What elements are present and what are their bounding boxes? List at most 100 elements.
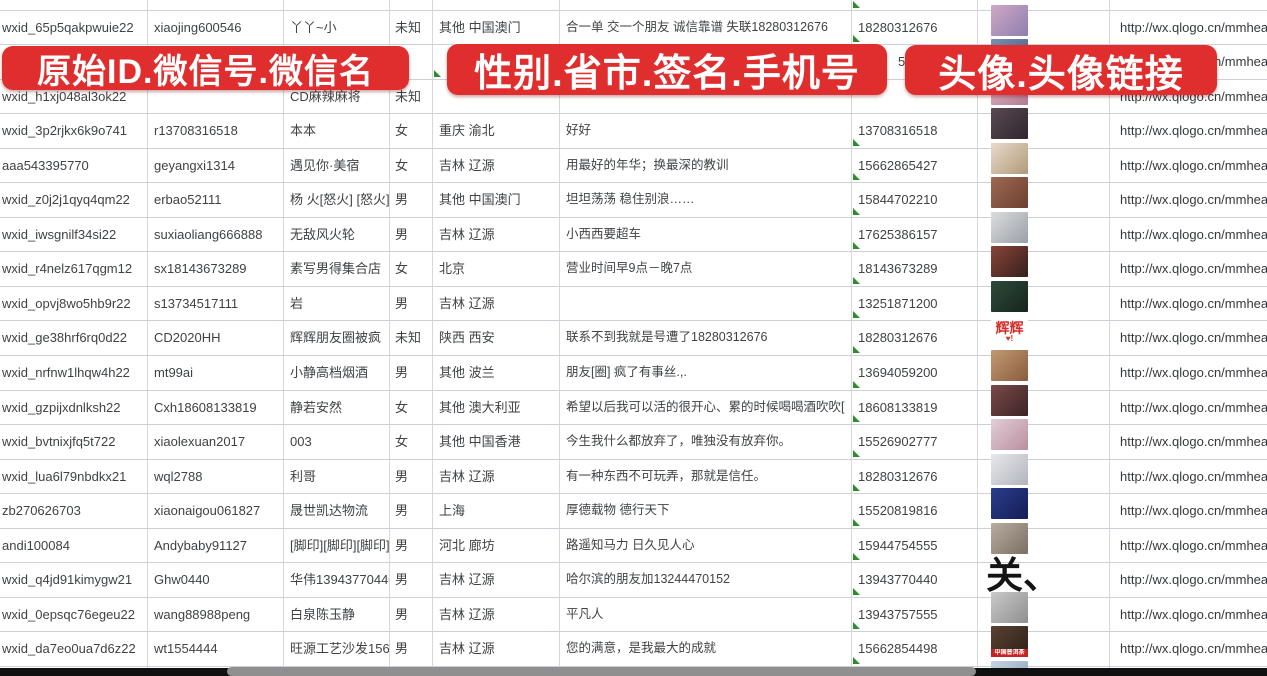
- cell-original-id[interactable]: wxid_lua6l79nbdkx21: [0, 459, 148, 494]
- cell-phone[interactable]: 13694059200: [852, 355, 978, 390]
- cell-wechat-id[interactable]: [148, 0, 284, 10]
- cell-province-city[interactable]: [433, 0, 560, 10]
- cell-gender[interactable]: 男: [390, 494, 433, 528]
- avatar-image[interactable]: [991, 280, 1028, 312]
- cell-phone[interactable]: 13943757555: [852, 597, 978, 632]
- cell-avatar-link[interactable]: http://wx.qlogo.cn/mmhead: [1120, 572, 1267, 588]
- cell-signature[interactable]: 哈尔滨的朋友加13244470152: [560, 563, 852, 597]
- cell-original-id[interactable]: zb270626703: [0, 494, 148, 528]
- cell-signature[interactable]: 希望以后我可以活的很开心、累的时候喝喝酒吹吹[: [560, 390, 852, 425]
- cell-gender[interactable]: 女: [390, 252, 433, 286]
- cell-wechat-name[interactable]: 晟世凯达物流: [284, 494, 390, 528]
- cell-province-city[interactable]: 其他 中国澳门: [433, 183, 560, 217]
- horizontal-scrollbar-thumb[interactable]: [227, 667, 976, 676]
- cell-phone[interactable]: 13251871200: [852, 286, 978, 321]
- cell-phone[interactable]: 17625386157: [852, 217, 978, 252]
- cell-original-id[interactable]: wxid_0epsqc76egeu22: [0, 597, 148, 632]
- cell-signature[interactable]: 坦坦荡荡 稳住别浪……: [560, 183, 852, 217]
- cell-signature[interactable]: 今生我什么都放弃了，唯独没有放弃你。: [560, 425, 852, 459]
- cell-phone[interactable]: 13943770440: [852, 563, 978, 597]
- cell-wechat-id[interactable]: r13708316518: [148, 114, 284, 148]
- cell-wechat-id[interactable]: mt99ai: [148, 355, 284, 390]
- cell-wechat-id[interactable]: [148, 79, 284, 114]
- cell-original-id[interactable]: andi100084: [0, 528, 148, 563]
- cell-original-id[interactable]: wxid_z0j2j1qyq4qm22: [0, 183, 148, 217]
- cell-province-city[interactable]: [433, 79, 560, 114]
- cell-signature[interactable]: 用最好的年华；换最深的教训: [560, 148, 852, 183]
- cell-signature[interactable]: 合一单 交一个朋友 诚信靠谱 失联18280312676: [560, 10, 852, 45]
- cell-avatar[interactable]: [978, 0, 1110, 10]
- avatar-image[interactable]: [991, 108, 1028, 140]
- cell-wechat-id[interactable]: sx18143673289: [148, 252, 284, 286]
- cell-phone[interactable]: [852, 79, 978, 114]
- cell-avatar-link[interactable]: http://wx.qlogo.cn/mmhead: [1120, 261, 1267, 277]
- cell-gender[interactable]: 未知: [390, 321, 433, 355]
- cell-signature[interactable]: 小西西要超车: [560, 217, 852, 252]
- cell-original-id[interactable]: wxid_iwsgnilf34si22: [0, 217, 148, 252]
- cell-gender[interactable]: 女: [390, 425, 433, 459]
- cell-province-city[interactable]: 其他 中国澳门: [433, 10, 560, 45]
- cell-phone[interactable]: 15662854498: [852, 632, 978, 666]
- cell-wechat-id[interactable]: s13734517111: [148, 286, 284, 321]
- cell-wechat-id[interactable]: Cxh18608133819: [148, 390, 284, 425]
- cell-gender[interactable]: 女: [390, 114, 433, 148]
- cell-avatar[interactable]: [978, 488, 1110, 528]
- cell-original-id[interactable]: aaa543395770: [0, 148, 148, 183]
- cell-wechat-name[interactable]: 岩: [284, 286, 390, 321]
- cell-gender[interactable]: 男: [390, 528, 433, 563]
- cell-phone[interactable]: [852, 0, 978, 10]
- cell-province-city[interactable]: 吉林 辽源: [433, 217, 560, 252]
- avatar-image[interactable]: [991, 177, 1028, 209]
- cell-wechat-id[interactable]: xiaojing600546: [148, 10, 284, 45]
- cell-avatar-link[interactable]: http://wx.qlogo.cn/mmhead: [1120, 364, 1267, 380]
- cell-gender[interactable]: 男: [390, 286, 433, 321]
- cell-wechat-id[interactable]: wt1554444: [148, 632, 284, 666]
- cell-wechat-name[interactable]: [脚印][脚印][脚印][脚: [284, 528, 390, 563]
- cell-wechat-name[interactable]: 杨 火[怒火] [怒火]: [284, 183, 390, 217]
- cell-gender[interactable]: 男: [390, 597, 433, 632]
- cell-gender[interactable]: 男: [390, 563, 433, 597]
- cell-phone[interactable]: 13708316518: [852, 114, 978, 148]
- avatar-image[interactable]: 辉辉 ♥!: [991, 315, 1028, 349]
- cell-original-id[interactable]: wxid_nrfnw1lhqw4h22: [0, 355, 148, 390]
- avatar-image[interactable]: [991, 419, 1028, 451]
- cell-signature[interactable]: 营业时间早9点－晚7点: [560, 252, 852, 286]
- cell-gender[interactable]: 未知: [390, 10, 433, 45]
- cell-province-city[interactable]: 吉林 辽源: [433, 286, 560, 321]
- cell-gender[interactable]: [390, 45, 433, 79]
- cell-avatar-link[interactable]: http://wx.qlogo.cn/mmhead: [1120, 330, 1267, 346]
- cell-avatar-link[interactable]: http://wx.qlogo.cn/mmhead: [1120, 19, 1267, 35]
- cell-avatar[interactable]: [978, 177, 1110, 217]
- cell-gender[interactable]: 男: [390, 459, 433, 494]
- cell-gender[interactable]: 男: [390, 183, 433, 217]
- cell-wechat-name[interactable]: 003: [284, 425, 390, 459]
- cell-original-id[interactable]: wxid_ge38hrf6rq0d22: [0, 321, 148, 355]
- cell-wechat-id[interactable]: wql2788: [148, 459, 284, 494]
- cell-signature[interactable]: [560, 79, 852, 114]
- cell-signature[interactable]: 朋友[圈] 疯了有事丝.,.: [560, 355, 852, 390]
- cell-province-city[interactable]: 陕西 西安: [433, 321, 560, 355]
- cell-avatar[interactable]: [978, 108, 1110, 148]
- avatar-image[interactable]: 中国普洱茶: [991, 626, 1028, 658]
- cell-avatar[interactable]: [978, 419, 1110, 459]
- cell-phone[interactable]: 15520819816: [852, 494, 978, 528]
- avatar-image[interactable]: [991, 591, 1028, 623]
- cell-original-id[interactable]: wxid_r4nelz617qgm12: [0, 252, 148, 286]
- avatar-image[interactable]: [991, 246, 1028, 278]
- cell-phone[interactable]: 15526902777: [852, 425, 978, 459]
- cell-original-id[interactable]: wxid_65p5qakpwuie22: [0, 10, 148, 45]
- cell-avatar-link[interactable]: http://wx.qlogo.cn/mmhead: [1120, 503, 1267, 519]
- cell-avatar[interactable]: [978, 349, 1110, 390]
- cell-signature[interactable]: 厚德载物 德行天下: [560, 494, 852, 528]
- avatar-image[interactable]: [991, 384, 1028, 416]
- cell-wechat-name[interactable]: 辉辉朋友圈被疯: [284, 321, 390, 355]
- cell-phone[interactable]: 18280312676: [852, 10, 978, 45]
- cell-avatar-link[interactable]: http://wx.qlogo.cn/mmhead: [1120, 226, 1267, 242]
- cell-signature[interactable]: 有一种东西不可玩弄，那就是信任。: [560, 459, 852, 494]
- cell-wechat-id[interactable]: xiaonaigou061827: [148, 494, 284, 528]
- cell-wechat-name[interactable]: 小静高档烟酒: [284, 355, 390, 390]
- cell-signature[interactable]: 您的满意，是我最大的成就: [560, 632, 852, 666]
- avatar-image[interactable]: [991, 349, 1028, 381]
- cell-original-id[interactable]: [0, 0, 148, 10]
- cell-original-id[interactable]: wxid_da7eo0ua7d6z22: [0, 632, 148, 666]
